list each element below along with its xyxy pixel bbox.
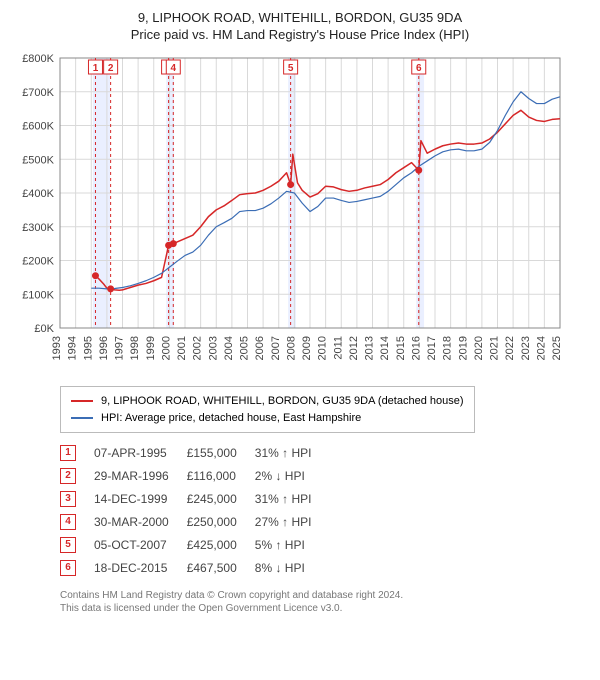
svg-text:£100K: £100K <box>22 289 54 301</box>
legend: 9, LIPHOOK ROAD, WHITEHILL, BORDON, GU35… <box>60 386 475 433</box>
svg-text:2012: 2012 <box>348 336 360 360</box>
svg-text:2024: 2024 <box>535 336 547 360</box>
footer-line-1: Contains HM Land Registry data © Crown c… <box>60 589 590 602</box>
svg-text:1997: 1997 <box>114 336 126 360</box>
svg-text:2000: 2000 <box>160 336 172 360</box>
svg-text:2007: 2007 <box>270 336 282 360</box>
svg-text:1995: 1995 <box>82 336 94 360</box>
legend-swatch <box>71 400 93 402</box>
svg-text:2023: 2023 <box>520 336 532 360</box>
svg-text:1994: 1994 <box>67 336 79 360</box>
svg-text:1999: 1999 <box>145 336 157 360</box>
sale-date: 30-MAR-2000 <box>94 510 187 533</box>
svg-text:2005: 2005 <box>239 336 251 360</box>
svg-text:2014: 2014 <box>379 336 391 360</box>
svg-text:2020: 2020 <box>473 336 485 360</box>
sale-number: 1 <box>60 441 94 464</box>
svg-text:2013: 2013 <box>364 336 376 360</box>
title-block: 9, LIPHOOK ROAD, WHITEHILL, BORDON, GU35… <box>10 10 590 42</box>
table-row: 430-MAR-2000£250,00027% ↑ HPI <box>60 510 329 533</box>
svg-text:5: 5 <box>288 63 294 74</box>
price-chart: £0K £100K £200K £300K £400K £500K £600K £700K £8… <box>10 48 570 378</box>
chart-container: £0K £100K £200K £300K £400K £500K £600K £700K £8… <box>10 48 590 378</box>
svg-text:£800K: £800K <box>22 53 54 65</box>
svg-text:2002: 2002 <box>192 336 204 360</box>
sale-price: £245,000 <box>187 487 255 510</box>
svg-text:£300K: £300K <box>22 222 54 234</box>
sale-number: 3 <box>60 487 94 510</box>
sale-price: £467,500 <box>187 556 255 579</box>
sales-table: 107-APR-1995£155,00031% ↑ HPI229-MAR-199… <box>60 441 329 579</box>
legend-row: 9, LIPHOOK ROAD, WHITEHILL, BORDON, GU35… <box>71 393 464 410</box>
legend-swatch <box>71 417 93 419</box>
svg-text:2016: 2016 <box>410 336 422 360</box>
svg-text:2025: 2025 <box>551 336 563 360</box>
legend-row: HPI: Average price, detached house, East… <box>71 410 464 427</box>
sale-pct: 5% ↑ HPI <box>255 533 330 556</box>
svg-text:£500K: £500K <box>22 154 54 166</box>
table-row: 505-OCT-2007£425,0005% ↑ HPI <box>60 533 329 556</box>
footer-line-2: This data is licensed under the Open Gov… <box>60 602 590 615</box>
sale-number: 4 <box>60 510 94 533</box>
table-row: 618-DEC-2015£467,5008% ↓ HPI <box>60 556 329 579</box>
sale-number: 2 <box>60 464 94 487</box>
svg-text:£200K: £200K <box>22 256 54 268</box>
svg-text:£0K: £0K <box>34 323 54 335</box>
svg-text:2017: 2017 <box>426 336 438 360</box>
svg-text:£400K: £400K <box>22 188 54 200</box>
legend-label: HPI: Average price, detached house, East… <box>101 410 361 427</box>
sale-price: £116,000 <box>187 464 255 487</box>
table-row: 229-MAR-1996£116,0002% ↓ HPI <box>60 464 329 487</box>
sale-pct: 31% ↑ HPI <box>255 441 330 464</box>
sale-price: £155,000 <box>187 441 255 464</box>
svg-text:2010: 2010 <box>317 336 329 360</box>
svg-text:1998: 1998 <box>129 336 141 360</box>
svg-text:£600K: £600K <box>22 121 54 133</box>
sale-date: 18-DEC-2015 <box>94 556 187 579</box>
sale-number: 6 <box>60 556 94 579</box>
title-subtitle: Price paid vs. HM Land Registry's House … <box>10 27 590 42</box>
sale-date: 05-OCT-2007 <box>94 533 187 556</box>
svg-text:2018: 2018 <box>442 336 454 360</box>
sale-pct: 2% ↓ HPI <box>255 464 330 487</box>
title-address: 9, LIPHOOK ROAD, WHITEHILL, BORDON, GU35… <box>10 10 590 25</box>
sale-date: 29-MAR-1996 <box>94 464 187 487</box>
svg-text:£700K: £700K <box>22 87 54 99</box>
svg-text:2019: 2019 <box>457 336 469 360</box>
sale-date: 14-DEC-1999 <box>94 487 187 510</box>
svg-text:2015: 2015 <box>395 336 407 360</box>
svg-text:2003: 2003 <box>207 336 219 360</box>
svg-text:2009: 2009 <box>301 336 313 360</box>
svg-text:1: 1 <box>93 63 99 74</box>
sale-price: £425,000 <box>187 533 255 556</box>
svg-text:2022: 2022 <box>504 336 516 360</box>
sale-pct: 8% ↓ HPI <box>255 556 330 579</box>
svg-text:1993: 1993 <box>51 336 63 360</box>
sale-date: 07-APR-1995 <box>94 441 187 464</box>
sale-pct: 31% ↑ HPI <box>255 487 330 510</box>
svg-text:4: 4 <box>171 63 177 74</box>
svg-text:2006: 2006 <box>254 336 266 360</box>
svg-text:2004: 2004 <box>223 336 235 360</box>
table-row: 314-DEC-1999£245,00031% ↑ HPI <box>60 487 329 510</box>
svg-text:1996: 1996 <box>98 336 110 360</box>
svg-text:2008: 2008 <box>285 336 297 360</box>
sale-pct: 27% ↑ HPI <box>255 510 330 533</box>
footer-attribution: Contains HM Land Registry data © Crown c… <box>60 589 590 615</box>
svg-text:2021: 2021 <box>489 336 501 360</box>
svg-text:2001: 2001 <box>176 336 188 360</box>
svg-text:2011: 2011 <box>332 336 344 360</box>
svg-text:6: 6 <box>416 63 422 74</box>
legend-label: 9, LIPHOOK ROAD, WHITEHILL, BORDON, GU35… <box>101 393 464 410</box>
sale-number: 5 <box>60 533 94 556</box>
sale-price: £250,000 <box>187 510 255 533</box>
table-row: 107-APR-1995£155,00031% ↑ HPI <box>60 441 329 464</box>
svg-text:2: 2 <box>108 63 114 74</box>
